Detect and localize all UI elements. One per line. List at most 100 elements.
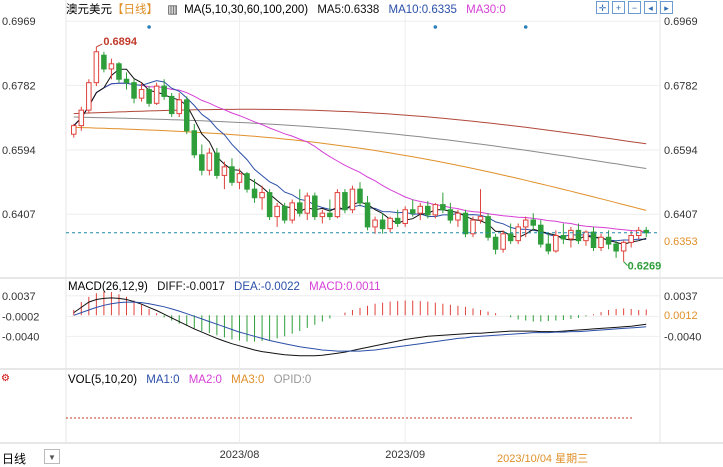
- candle-body: [575, 229, 582, 242]
- candle-body: [296, 202, 303, 214]
- event-marker-dot: [147, 25, 151, 29]
- ma30-line: [73, 82, 647, 233]
- price-tick-right: 0.6969: [664, 16, 698, 28]
- ma5-label: MA5:0.6338: [317, 4, 380, 16]
- macd-tick-left: -0.0040: [2, 331, 39, 343]
- candle-body: [583, 231, 589, 242]
- candle-body: [522, 219, 529, 228]
- candle-body: [327, 212, 333, 218]
- vol-ma3-label: MA3:0: [231, 374, 265, 386]
- candle-body: [470, 219, 476, 235]
- candle-body: [553, 235, 559, 252]
- candle-body: [598, 236, 604, 249]
- candle-body: [538, 224, 544, 245]
- scroll-left-icon[interactable]: ◂: [644, 1, 657, 14]
- candle-body: [425, 205, 431, 216]
- x-tick-label: 2023/08: [220, 449, 260, 461]
- macd-diff-label: DIFF:-0.0017: [157, 281, 225, 293]
- candle-body: [116, 63, 122, 80]
- ma60-line: [73, 126, 647, 211]
- macd-legend: MACD(26,12,9) DIFF:-0.0017 DEA:-0.0022 M…: [68, 281, 387, 293]
- ma30-label: MA30:0: [466, 4, 506, 16]
- candle-body: [168, 95, 175, 115]
- macd-dea-label: DEA:-0.0022: [234, 281, 300, 293]
- candle-body: [78, 109, 85, 127]
- scroll-right-icon[interactable]: ▸: [660, 1, 673, 14]
- event-marker-dot: [523, 25, 528, 29]
- candle-body: [176, 99, 182, 115]
- candle-body: [590, 231, 597, 249]
- candle-body: [462, 212, 469, 235]
- candle-body: [545, 243, 552, 252]
- ma-params-label: MA(5,10,30,60,100,200): [184, 4, 309, 16]
- price-tick-left: 0.6407: [2, 209, 36, 221]
- price-tick-right: 0.6782: [664, 80, 698, 92]
- candle-body: [161, 85, 167, 97]
- candle-body: [146, 89, 152, 104]
- candle-body: [93, 51, 100, 84]
- candle-body: [379, 219, 386, 230]
- candle-body: [620, 241, 627, 252]
- dropdown-icon[interactable]: ▼: [44, 449, 60, 464]
- candle-body: [357, 188, 363, 204]
- candle-body: [131, 82, 137, 99]
- candle-body: [191, 130, 198, 156]
- candle-body: [153, 85, 160, 104]
- candle-body: [334, 192, 341, 218]
- low-marker-line: [623, 261, 628, 266]
- candle-body: [199, 154, 205, 171]
- candle-body: [281, 205, 288, 221]
- event-marker-dot: [433, 25, 438, 29]
- vol-legend: VOL(5,10,20) MA1:0 MA2:0 MA3:0 OPID:0: [68, 374, 317, 386]
- high-marker-line: [96, 43, 103, 48]
- candle-body: [342, 192, 348, 211]
- high-price-label: 0.6894: [103, 36, 138, 48]
- candle-body: [432, 204, 439, 216]
- candle-body: [349, 188, 356, 211]
- vol-opid-label: OPID:0: [273, 374, 312, 386]
- candle-body: [402, 209, 408, 224]
- candle-body: [605, 236, 612, 245]
- candle-body: [387, 217, 393, 230]
- candle-body: [643, 229, 649, 234]
- candle-body: [251, 188, 258, 199]
- candle-body: [108, 63, 115, 70]
- macd-tick-right: -0.0040: [664, 331, 701, 343]
- candle-body: [394, 217, 401, 224]
- candle-body: [364, 202, 371, 228]
- candle-body: [221, 166, 228, 176]
- period-label[interactable]: 【日线】: [112, 4, 158, 16]
- crosshair-icon[interactable]: ✛: [596, 1, 609, 14]
- ma100-line: [73, 116, 647, 169]
- current-price-label: 0.6353: [664, 236, 698, 248]
- price-tick-left: 0.6594: [2, 145, 36, 157]
- candle-body: [183, 99, 190, 132]
- price-tick-right: 0.6594: [664, 145, 698, 157]
- candle-body: [244, 173, 250, 190]
- vol-ma1-label: MA1:0: [146, 374, 180, 386]
- candle-body: [568, 229, 574, 240]
- candle-body: [274, 205, 280, 218]
- chart-toolbar: ✛ + − ◂ ▸: [596, 1, 673, 14]
- candle-body: [214, 152, 220, 176]
- settings-icon[interactable]: ⚙: [1, 373, 10, 384]
- price-tick-left: 0.6782: [2, 80, 36, 92]
- ma10-label: MA10:0.6335: [388, 4, 457, 16]
- candle-body: [71, 125, 77, 135]
- zoom-out-icon[interactable]: −: [628, 1, 641, 14]
- vol-title: VOL(5,10,20): [68, 374, 138, 386]
- ma10-line: [73, 80, 647, 242]
- macd-dea-line: [73, 301, 647, 352]
- candle-body: [372, 219, 378, 228]
- ma-list-icon[interactable]: ▥: [167, 4, 179, 16]
- candle-body: [613, 243, 619, 252]
- candle-body: [500, 233, 506, 250]
- candle-body: [138, 89, 145, 99]
- selected-date-label: 2023/10/04 星期三: [497, 453, 589, 465]
- macd-tick-right: 0.0037: [664, 291, 698, 303]
- candle-body: [266, 192, 273, 218]
- candle-body: [259, 192, 265, 199]
- zoom-in-icon[interactable]: +: [612, 1, 625, 14]
- symbol-label: 澳元美元: [66, 4, 112, 16]
